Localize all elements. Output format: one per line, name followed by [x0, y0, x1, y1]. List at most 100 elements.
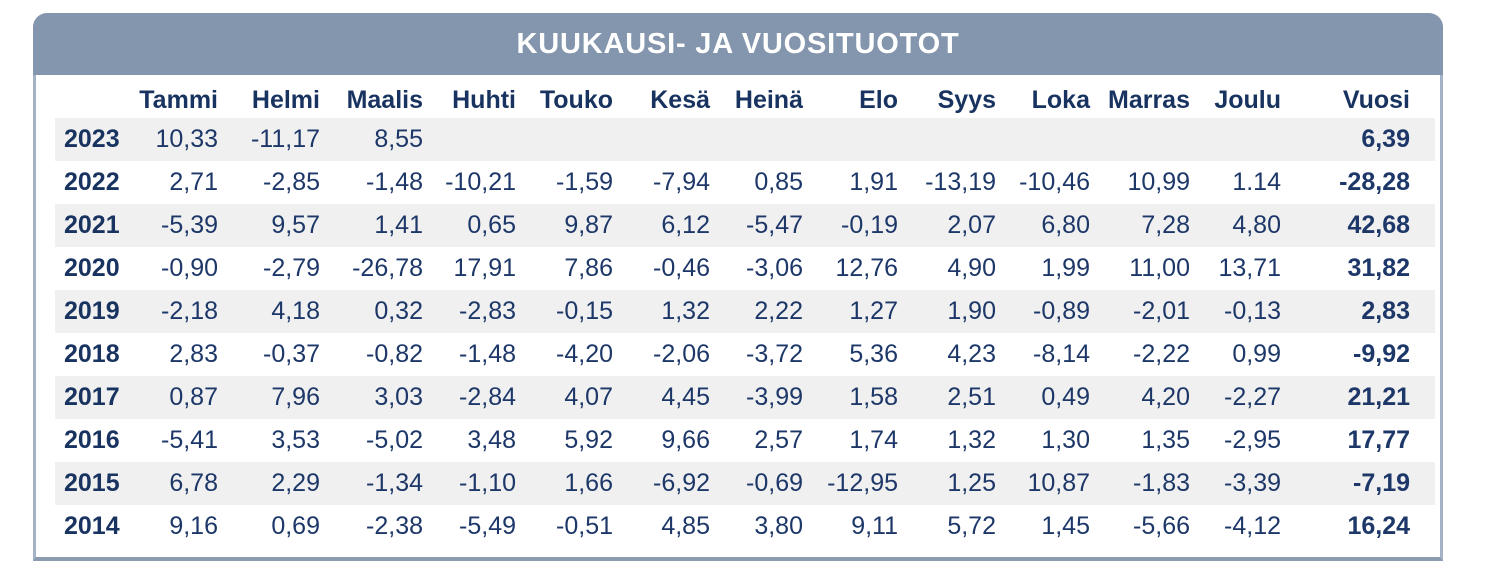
month-cell: 0,99	[1232, 340, 1281, 368]
month-cell: 4,18	[271, 297, 320, 325]
table-row: 2023 10,33 -11,17 8,55 6,39	[55, 118, 1435, 161]
month-cell: 3,48	[467, 426, 516, 454]
month-cell: -4,12	[1224, 512, 1281, 540]
table-row: 2022 2,71 -2,85 -1,48 -10,21 -1,59 -7,94…	[55, 161, 1435, 204]
header-row: Tammi Helmi Maalis Huhti Touko Kesä Hein…	[55, 75, 1435, 118]
month-cell: -2,06	[653, 340, 710, 368]
table-body: 2023 10,33 -11,17 8,55 6,39 2022 2,71 -2…	[55, 118, 1435, 548]
month-cell: 11,00	[1129, 254, 1190, 282]
month-cell: 0,49	[1041, 383, 1090, 411]
month-cell: 2,07	[947, 211, 996, 239]
month-cell: 4,90	[947, 254, 996, 282]
month-cell: 1.14	[1232, 168, 1281, 196]
month-cell: 3,03	[374, 383, 423, 411]
month-cell: -26,78	[352, 254, 423, 282]
month-column-header: Marras	[1108, 86, 1190, 114]
month-cell	[516, 118, 613, 161]
month-cell: 1,58	[849, 383, 898, 411]
month-cell: -1,48	[459, 340, 516, 368]
month-cell	[613, 118, 710, 161]
month-cell: -0,90	[161, 254, 218, 282]
month-cell: -3,99	[746, 383, 803, 411]
table-row: 2016 -5,41 3,53 -5,02 3,48 5,92 9,66 2,5…	[55, 419, 1435, 462]
month-cell: -2,22	[1133, 340, 1190, 368]
month-column-header: Syys	[937, 86, 996, 114]
month-cell: 1,32	[661, 297, 710, 325]
month-cell: -1,83	[1133, 469, 1190, 497]
month-cell	[423, 118, 516, 161]
month-cell: 9,16	[169, 512, 218, 540]
month-cell: 13,71	[1218, 254, 1281, 282]
month-column-header: Huhti	[452, 86, 516, 114]
year-cell: 2016	[64, 426, 120, 454]
year-cell: 2022	[64, 168, 120, 196]
month-cell: -7,94	[653, 168, 710, 196]
returns-table-container: Tammi Helmi Maalis Huhti Touko Kesä Hein…	[33, 75, 1443, 561]
month-cell: -5,02	[366, 426, 423, 454]
month-cell: -2,84	[459, 383, 516, 411]
month-cell: 2,71	[169, 168, 218, 196]
month-cell: -10,21	[445, 168, 516, 196]
month-cell: -8,14	[1033, 340, 1090, 368]
month-cell: -1,34	[366, 469, 423, 497]
year-cell: 2018	[64, 340, 120, 368]
month-cell: 9,66	[661, 426, 710, 454]
month-cell: 0,69	[271, 512, 320, 540]
month-cell: 5,72	[947, 512, 996, 540]
month-cell: 4,20	[1141, 383, 1190, 411]
month-cell: 1,45	[1041, 512, 1090, 540]
month-column-header: Loka	[1031, 86, 1090, 114]
month-cell: -5,47	[746, 211, 803, 239]
month-cell: -1,59	[556, 168, 613, 196]
month-cell: -1,48	[366, 168, 423, 196]
table-row: 2021 -5,39 9,57 1,41 0,65 9,87 6,12 -5,4…	[55, 204, 1435, 247]
month-cell	[898, 118, 996, 161]
month-cell: 2,22	[754, 297, 803, 325]
month-cell: -0,15	[556, 297, 613, 325]
month-cell: -5,41	[161, 426, 218, 454]
table-row: 2017 0,87 7,96 3,03 -2,84 4,07 4,45 -3,9…	[55, 376, 1435, 419]
month-cell: 4,07	[564, 383, 613, 411]
month-cell: 2,29	[271, 469, 320, 497]
total-cell: 21,21	[1347, 383, 1410, 411]
month-column-header: Touko	[539, 86, 613, 114]
month-cell: 1,27	[849, 297, 898, 325]
total-cell: -9,92	[1353, 340, 1410, 368]
month-cell: 9,57	[271, 211, 320, 239]
month-cell: -2,83	[459, 297, 516, 325]
year-cell: 2014	[64, 512, 120, 540]
month-cell: 2,57	[754, 426, 803, 454]
year-cell: 2019	[64, 297, 120, 325]
month-cell: -5,66	[1133, 512, 1190, 540]
month-cell: 0,32	[374, 297, 423, 325]
panel-title: KUUKAUSI- JA VUOSITUOTOT	[516, 27, 960, 60]
month-column-header: Kesä	[650, 86, 710, 114]
month-cell: 10,33	[155, 125, 218, 153]
table-row: 2020 -0,90 -2,79 -26,78 17,91 7,86 -0,46…	[55, 247, 1435, 290]
month-cell: 1,25	[947, 469, 996, 497]
month-cell: 2,51	[947, 383, 996, 411]
month-cell: 10,99	[1127, 168, 1190, 196]
month-cell: -3,39	[1224, 469, 1281, 497]
month-cell: 1,91	[849, 168, 898, 196]
month-cell: 0,85	[754, 168, 803, 196]
month-cell: 1,30	[1041, 426, 1090, 454]
panel-title-bar: KUUKAUSI- JA VUOSITUOTOT	[33, 13, 1443, 75]
year-cell: 2017	[64, 383, 120, 411]
table-header: Tammi Helmi Maalis Huhti Touko Kesä Hein…	[55, 75, 1435, 118]
month-cell: 4,23	[947, 340, 996, 368]
month-cell: -4,20	[556, 340, 613, 368]
month-cell: 1,90	[947, 297, 996, 325]
month-cell	[1090, 118, 1190, 161]
month-cell: 6,80	[1041, 211, 1090, 239]
month-column-header: Elo	[859, 86, 898, 114]
month-cell: 17,91	[453, 254, 516, 282]
month-cell: 1,35	[1141, 426, 1190, 454]
year-cell: 2021	[64, 211, 120, 239]
month-cell: 2,83	[169, 340, 218, 368]
month-cell: -2,27	[1224, 383, 1281, 411]
month-column-header: Maalis	[346, 86, 423, 114]
month-column-header: Tammi	[139, 86, 218, 114]
month-cell	[803, 118, 898, 161]
total-cell: 17,77	[1347, 426, 1410, 454]
